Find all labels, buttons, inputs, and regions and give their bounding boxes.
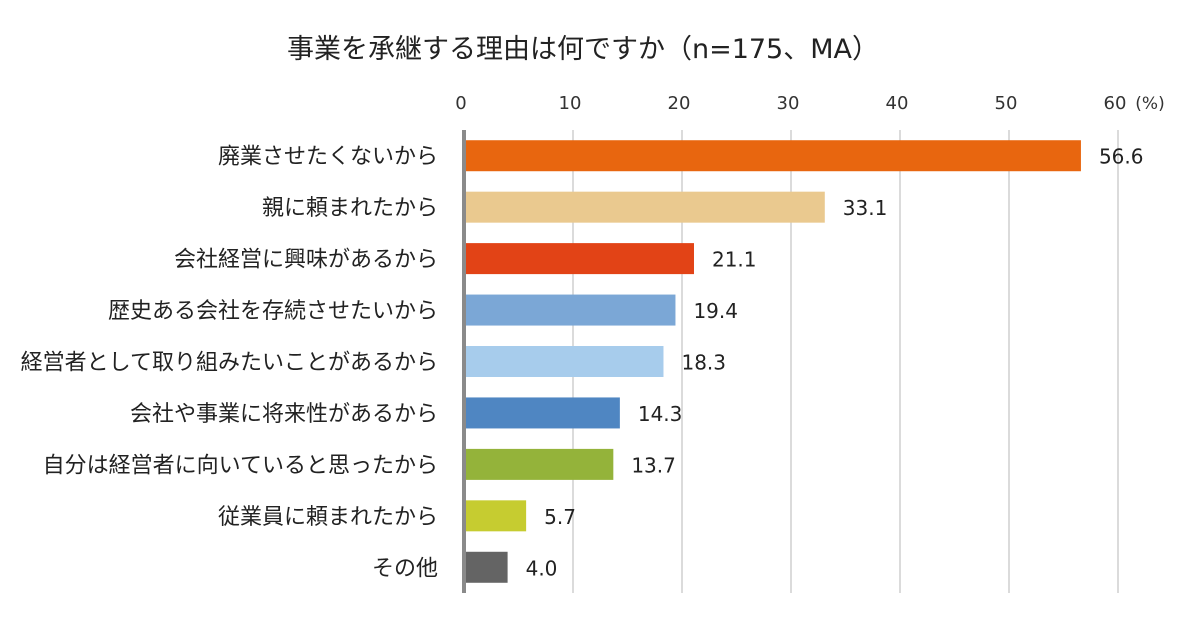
x-axis-unit-label: (%) — [1135, 94, 1164, 114]
value-label-1: 56.6 — [1099, 145, 1144, 169]
x-tick-label-30: 30 — [777, 93, 800, 114]
category-label-9: その他 — [372, 556, 438, 581]
value-label-4: 19.4 — [693, 299, 738, 323]
category-label-1: 廃業させたくないから — [218, 145, 438, 170]
category-label-4: 歴史ある会社を存続させたいから — [108, 299, 438, 324]
bar-4 — [464, 294, 676, 326]
x-tick-label-10: 10 — [559, 93, 582, 114]
category-label-3: 会社経営に興味があるから — [174, 248, 438, 273]
category-label-7: 自分は経営者に向いていると思ったから — [43, 453, 438, 478]
category-label-2: 親に頼まれたから — [262, 196, 438, 221]
value-labels: 56.6 33.1 21.1 19.4 18.3 14.3 13.7 5.7 4.0 — [526, 145, 1144, 581]
bar-7 — [464, 448, 614, 480]
bar-5 — [464, 346, 664, 377]
category-label-8: 従業員に頼まれたから — [218, 505, 438, 530]
x-tick-label-60: 60 — [1104, 93, 1127, 114]
bar-8 — [464, 500, 527, 532]
value-label-6: 14.3 — [638, 402, 683, 426]
value-label-7: 13.7 — [631, 453, 676, 477]
value-label-5: 18.3 — [681, 351, 726, 375]
bar-6 — [464, 397, 620, 429]
bar-1 — [464, 140, 1081, 172]
category-label-5: 経営者として取り組みたいことがあるから — [21, 351, 438, 376]
value-label-8: 5.7 — [544, 505, 576, 529]
bar-3 — [464, 243, 694, 275]
chart-title: 事業を承継する理由は何ですか（n=175、MA） — [287, 34, 879, 65]
value-label-9: 4.0 — [526, 556, 558, 580]
value-label-3: 21.1 — [712, 248, 757, 272]
x-axis-tick-labels: 0 10 20 30 40 50 60 — [455, 93, 1126, 114]
category-label-6: 会社や事業に将来性があるから — [130, 402, 438, 427]
bars — [464, 140, 1081, 583]
value-label-2: 33.1 — [843, 196, 888, 220]
x-tick-label-50: 50 — [995, 93, 1018, 114]
x-tick-label-40: 40 — [886, 93, 909, 114]
category-labels: 廃業させたくないから親に頼まれたから会社経営に興味があるから歴史ある会社を存続さ… — [21, 145, 438, 582]
x-tick-label-20: 20 — [668, 93, 691, 114]
bar-9 — [464, 551, 508, 583]
x-tick-label-0: 0 — [455, 93, 466, 114]
bar-2 — [464, 191, 825, 223]
